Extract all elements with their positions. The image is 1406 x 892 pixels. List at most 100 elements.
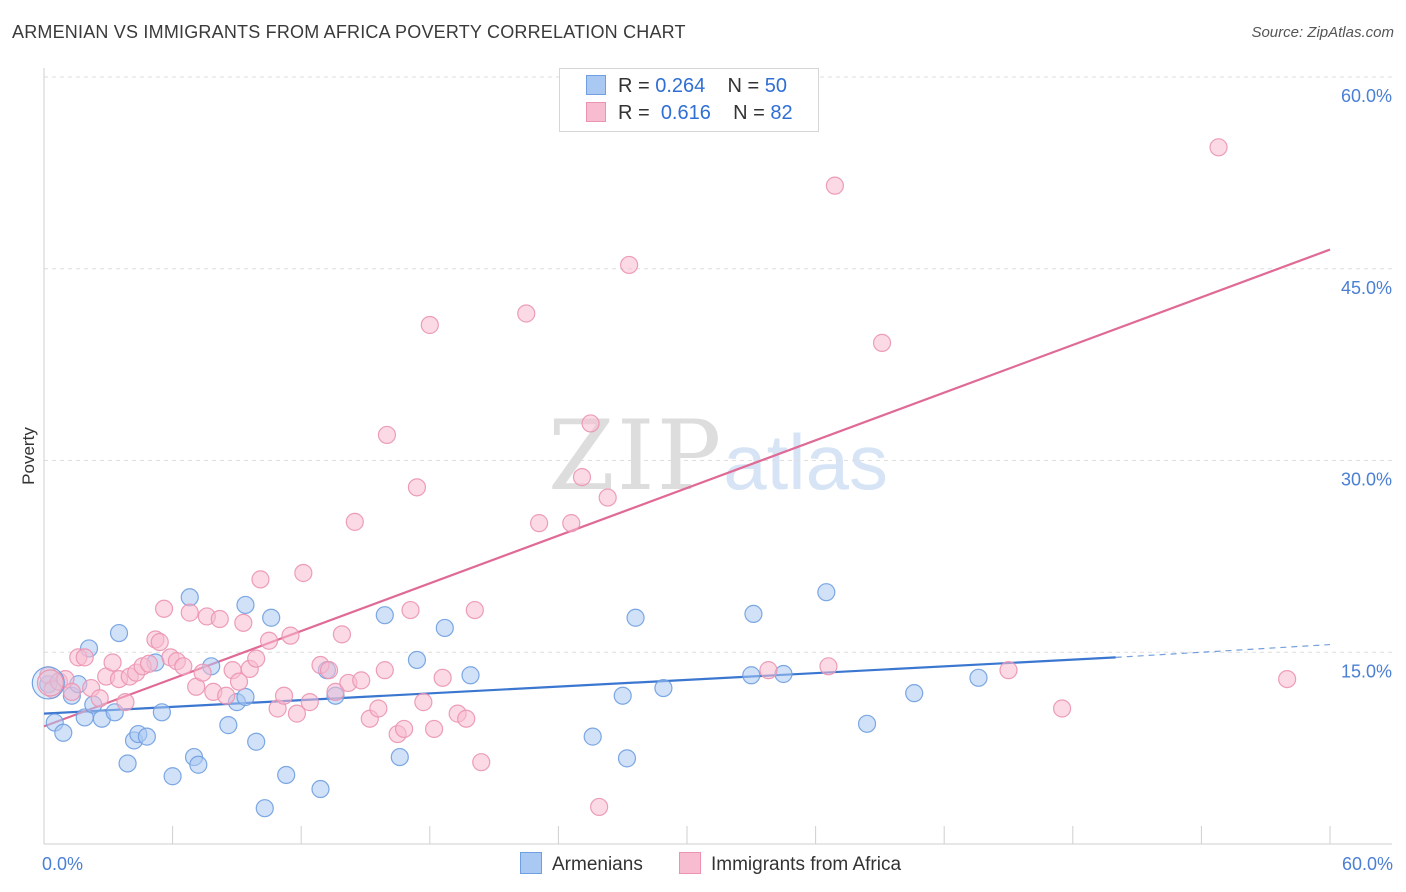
africa-point [103, 653, 122, 672]
africa-point [1278, 669, 1297, 689]
africa-point [247, 649, 266, 668]
africa-point [819, 657, 838, 676]
africa-point [251, 570, 270, 589]
legend-r-value: 0.616 [660, 102, 711, 124]
africa-point [90, 689, 109, 708]
legend-n-label: N = [733, 102, 765, 124]
legend-n-label: N = [727, 75, 760, 97]
armenians-point [407, 650, 427, 670]
y-tick-label: 60.0% [1341, 86, 1392, 106]
africa-point [590, 797, 609, 817]
africa-point [572, 468, 592, 487]
bottom-legend-armenians: Armenians [520, 852, 643, 876]
africa-point [394, 719, 414, 739]
armenians-point [180, 588, 199, 607]
y-tick-label: 45.0% [1341, 278, 1392, 298]
africa-point [401, 600, 420, 620]
africa-point [375, 661, 394, 680]
armenians-point [236, 595, 255, 615]
africa-point [62, 682, 81, 701]
africa-point [759, 661, 778, 680]
bottom-legend-swatch-armenians [520, 852, 542, 874]
africa-point [999, 661, 1018, 680]
y-tick-label: 15.0% [1341, 661, 1392, 681]
armenians-point [435, 618, 454, 638]
armenians-point [742, 666, 761, 685]
armenians-point [583, 727, 602, 746]
legend-swatch-armenians [586, 75, 606, 95]
africa-point [281, 626, 300, 645]
armenians-point [774, 664, 793, 684]
armenians-point [461, 666, 480, 685]
legend-row-africa: R = 0.616 N = 82 [586, 102, 793, 128]
legend-swatch-africa [586, 102, 606, 122]
africa-point [217, 686, 236, 705]
armenians-point [247, 732, 266, 751]
africa-trend-line [43, 248, 1331, 728]
africa-point [174, 657, 193, 676]
chart-title: ARMENIAN VS IMMIGRANTS FROM AFRICA POVER… [12, 22, 686, 42]
africa-cluster-point [36, 669, 65, 697]
armenians-point [262, 608, 281, 627]
armenians-point [390, 747, 409, 767]
africa-point [287, 704, 307, 723]
africa-point [229, 672, 249, 691]
africa-point [193, 663, 212, 682]
africa-point [234, 613, 253, 632]
armenians-point [189, 755, 208, 774]
africa-point [872, 333, 892, 352]
y-tick-label: 30.0% [1341, 470, 1392, 490]
africa-point [274, 686, 294, 705]
africa-point [825, 176, 844, 195]
armenians-point [905, 684, 924, 703]
legend-r-value: 0.264 [655, 75, 706, 97]
bottom-legend-swatch-africa [679, 852, 701, 874]
data-points [31, 138, 1297, 818]
legend-row-armenians: R = 0.264 N = 50 [586, 75, 787, 101]
africa-point [352, 671, 371, 690]
africa-point [300, 693, 319, 712]
armenians-point [613, 686, 632, 705]
armenians-point [255, 799, 274, 818]
legend: R = 0.264 N = 50 R = 0.616 N = 82 [559, 68, 819, 132]
armenians-point [375, 606, 394, 625]
africa-point [465, 600, 484, 620]
armenians-point [626, 608, 645, 627]
africa-point [530, 514, 549, 533]
africa-point [581, 414, 600, 433]
africa-point [210, 609, 229, 629]
legend-n-value: 50 [764, 75, 788, 97]
africa-point [407, 478, 427, 497]
watermark-zip: ZIP [548, 400, 724, 512]
africa-point [620, 255, 639, 275]
africa-point [139, 654, 159, 673]
africa-point [369, 699, 388, 718]
x-tick-label-max: 60.0% [1342, 854, 1393, 874]
africa-point [150, 632, 169, 652]
armenians-trend-line [43, 656, 1116, 715]
legend-r-label: R = [618, 102, 650, 124]
africa-point [75, 648, 94, 667]
africa-point [259, 631, 279, 650]
tick-labels: 15.0% 30.0% 45.0% 60.0% 0.0% 60.0% [42, 86, 1393, 874]
armenians-point [54, 723, 73, 742]
axes [43, 68, 1392, 845]
armenians-point [654, 678, 673, 698]
africa-point [598, 488, 617, 507]
armenians-point [277, 765, 296, 785]
y-axis-label: Poverty [19, 427, 38, 485]
watermark-atlas: atlas [723, 418, 888, 506]
legend-n-value: 82 [770, 102, 793, 124]
bottom-legend-africa: Immigrants from Africa [679, 852, 901, 876]
source-credit: Source: ZipAtlas.com [1251, 24, 1394, 41]
armenians-point [857, 714, 877, 733]
armenians-point [152, 703, 171, 722]
africa-point [377, 425, 397, 445]
africa-point [424, 719, 444, 739]
africa-point [517, 304, 536, 323]
armenians-point [617, 749, 637, 768]
armenians-point [219, 716, 238, 735]
africa-point [420, 315, 439, 335]
armenians-point [163, 767, 182, 786]
